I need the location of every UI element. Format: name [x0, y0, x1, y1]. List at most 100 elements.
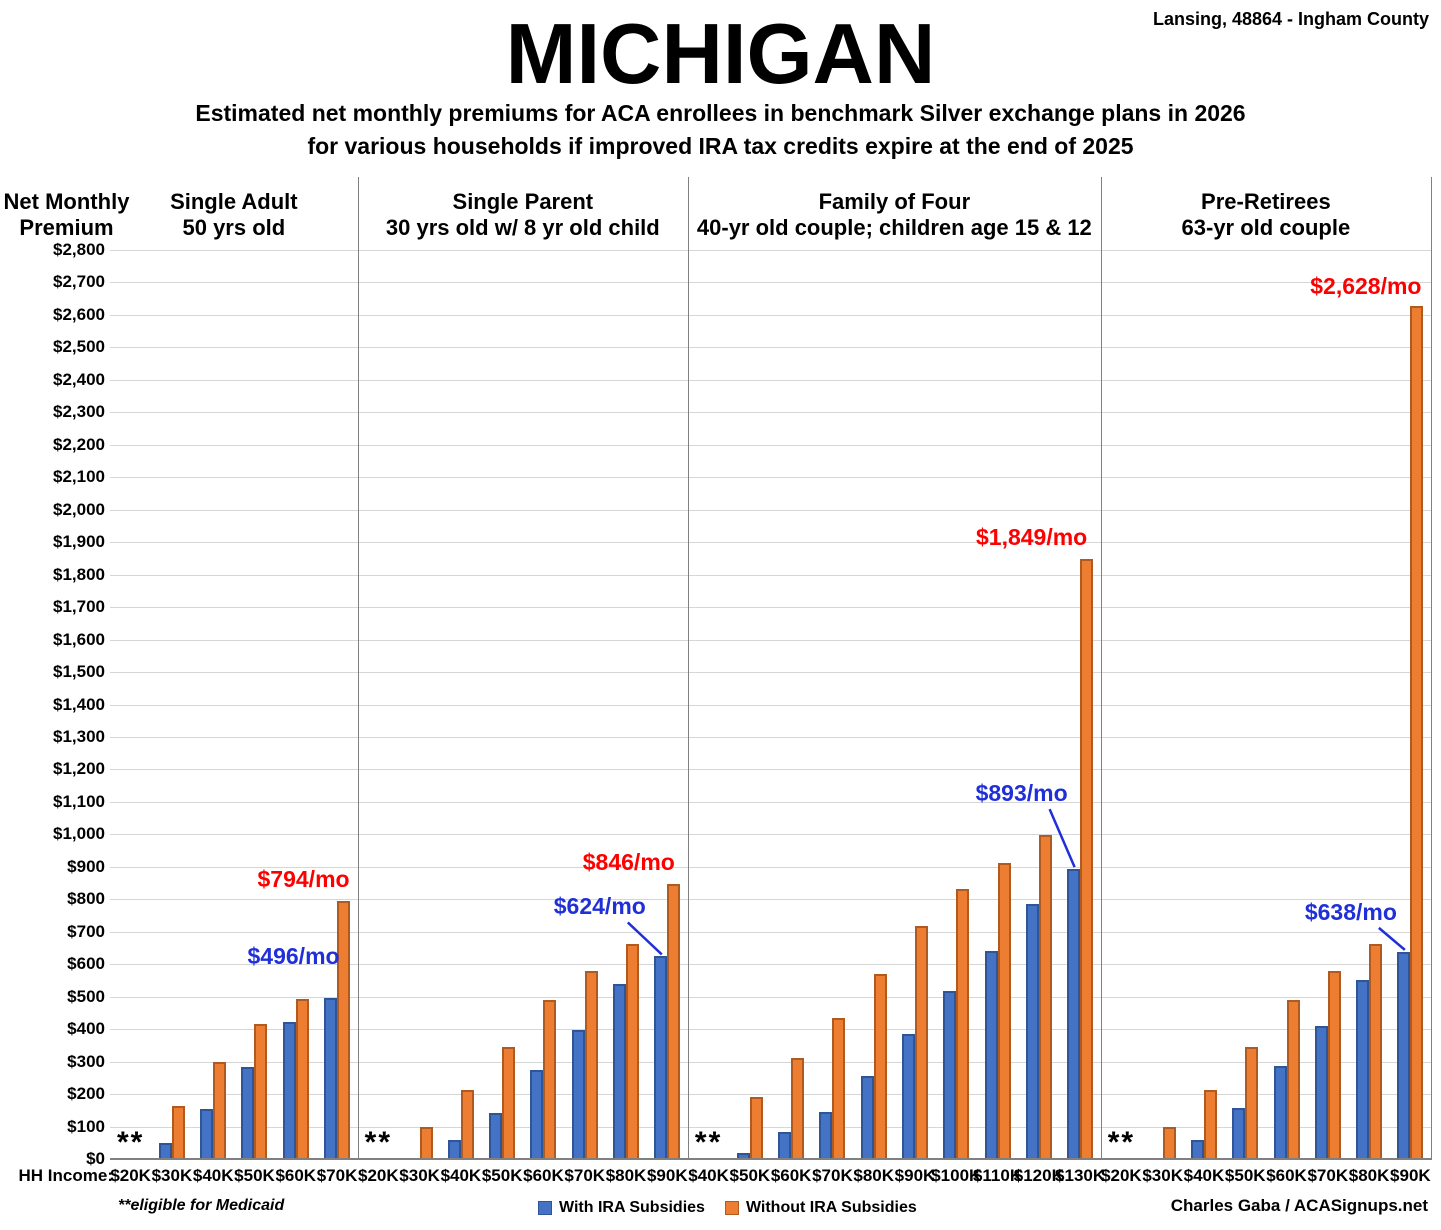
group-header: Pre-Retirees 63-yr old couple	[1101, 189, 1431, 241]
x-category-label: $90K	[894, 1166, 936, 1185]
gridline-800	[110, 899, 1431, 901]
x-category-label: $80K	[1348, 1166, 1390, 1185]
x-category-label: $30K	[399, 1166, 440, 1185]
medicaid-marker: **	[116, 1126, 145, 1159]
legend-label-with-subsidies: With IRA Subsidies	[559, 1199, 705, 1216]
x-category-label: $70K	[316, 1166, 358, 1185]
bar-without-ira	[791, 1058, 805, 1159]
bar-with-ira	[901, 1034, 915, 1159]
y-tick-label: $1,200	[53, 759, 105, 779]
gridline-2100	[110, 477, 1431, 479]
gridline-1400	[110, 704, 1431, 706]
x-category-label: $80K	[853, 1166, 895, 1185]
y-tick-label: $1,900	[53, 532, 105, 552]
x-category-label: $60K	[770, 1166, 812, 1185]
group-header-line2: 40-yr old couple; children age 15 & 12	[696, 215, 1092, 240]
gridline-1100	[110, 801, 1431, 803]
annotation-without-ira: $2,628/mo	[1310, 272, 1422, 299]
bar-without-ira	[873, 973, 887, 1159]
y-tick-label: $400	[67, 1019, 105, 1039]
y-tick-label: $2,200	[53, 434, 105, 454]
gridline-900	[110, 866, 1431, 868]
y-tick-label: $1,100	[53, 791, 105, 811]
gridline-2700	[110, 282, 1431, 284]
group-separator	[1431, 177, 1432, 1159]
bar-without-ira	[1162, 1126, 1176, 1159]
bar-with-ira	[1067, 869, 1081, 1159]
bar-with-ira	[613, 984, 627, 1159]
bar-with-ira	[241, 1067, 255, 1159]
x-axis-line	[110, 1158, 1432, 1160]
y-tick-label: $2,000	[53, 499, 105, 519]
x-category-label: $50K	[234, 1166, 275, 1185]
bar-without-ira	[1286, 1000, 1300, 1159]
bar-without-ira	[543, 1000, 557, 1159]
y-tick-label: $700	[67, 921, 105, 941]
group-separator	[1100, 177, 1102, 1159]
gridline-300	[110, 1061, 1431, 1063]
y-tick-label: $1,500	[53, 662, 105, 682]
bar-with-ira	[571, 1030, 585, 1159]
y-axis-title-line1: Net Monthly	[3, 189, 130, 214]
bar-without-ira	[1245, 1046, 1259, 1159]
x-category-label: $20K	[1101, 1166, 1142, 1185]
legend-item-with-subsidies: With IRA Subsidies	[538, 1199, 705, 1217]
x-category-label: $40K	[688, 1166, 729, 1185]
gridline-1700	[110, 607, 1431, 609]
annotation-with-ira: $638/mo	[1304, 898, 1397, 925]
bar-with-ira	[1190, 1139, 1204, 1159]
annotation-with-ira: $624/mo	[553, 893, 646, 920]
bar-without-ira	[171, 1106, 185, 1159]
bar-without-ira	[1410, 305, 1424, 1159]
x-category-label: $50K	[1224, 1166, 1266, 1185]
annotation-with-ira: $496/mo	[247, 942, 340, 969]
bar-without-ira	[749, 1096, 763, 1159]
gridline-2300	[110, 412, 1431, 414]
y-axis-title: Net Monthly Premium	[0, 189, 133, 241]
chart-legend: With IRA Subsidies Without IRA Subsidies	[538, 1199, 917, 1217]
page-title: MICHIGAN	[505, 7, 936, 102]
bar-without-ira	[914, 925, 928, 1159]
bar-with-ira	[200, 1109, 214, 1159]
group-separator	[687, 177, 689, 1159]
gridline-700	[110, 931, 1431, 933]
x-category-label: $120K	[1013, 1166, 1064, 1185]
x-category-label: $70K	[812, 1166, 853, 1185]
legend-swatch-orange-icon	[724, 1201, 739, 1215]
y-tick-label: $800	[67, 889, 105, 909]
x-category-label: $50K	[481, 1166, 523, 1185]
group-header-line2: 30 yrs old w/ 8 yr old child	[385, 215, 660, 240]
group-header: Single Adult 50 yrs old	[110, 189, 358, 241]
x-category-label: $90K	[1390, 1166, 1431, 1185]
bar-without-ira	[956, 889, 970, 1159]
bar-without-ira	[213, 1061, 227, 1159]
x-category-label: $90K	[646, 1166, 688, 1185]
x-axis-title: HH Income:	[18, 1166, 113, 1185]
bar-without-ira	[997, 862, 1011, 1159]
x-category-label: $40K	[192, 1166, 234, 1185]
gridline-600	[110, 964, 1431, 966]
group-header-line1: Single Parent	[452, 189, 594, 214]
gridline-1500	[110, 672, 1431, 674]
group-separator	[357, 177, 359, 1159]
gridline-2000	[110, 509, 1431, 511]
bar-with-ira	[447, 1139, 461, 1159]
y-tick-label: $2,400	[53, 369, 105, 389]
x-category-label: $130K	[1055, 1166, 1106, 1185]
group-header-line1: Single Adult	[170, 189, 298, 214]
y-tick-label: $1,600	[53, 629, 105, 649]
bar-with-ira	[1025, 903, 1039, 1159]
y-tick-label: $200	[67, 1084, 105, 1104]
group-header: Single Parent 30 yrs old w/ 8 yr old chil…	[358, 189, 688, 241]
x-category-label: $80K	[605, 1166, 647, 1185]
gridline-1600	[110, 639, 1431, 641]
x-category-label: $30K	[151, 1166, 193, 1185]
annotation-without-ira: $1,849/mo	[975, 523, 1088, 550]
gridline-500	[110, 996, 1431, 998]
bar-with-ira	[282, 1022, 296, 1159]
y-axis-title-line2: Premium	[19, 215, 114, 240]
bar-without-ira	[254, 1023, 268, 1159]
y-tick-label: $2,700	[53, 272, 105, 292]
